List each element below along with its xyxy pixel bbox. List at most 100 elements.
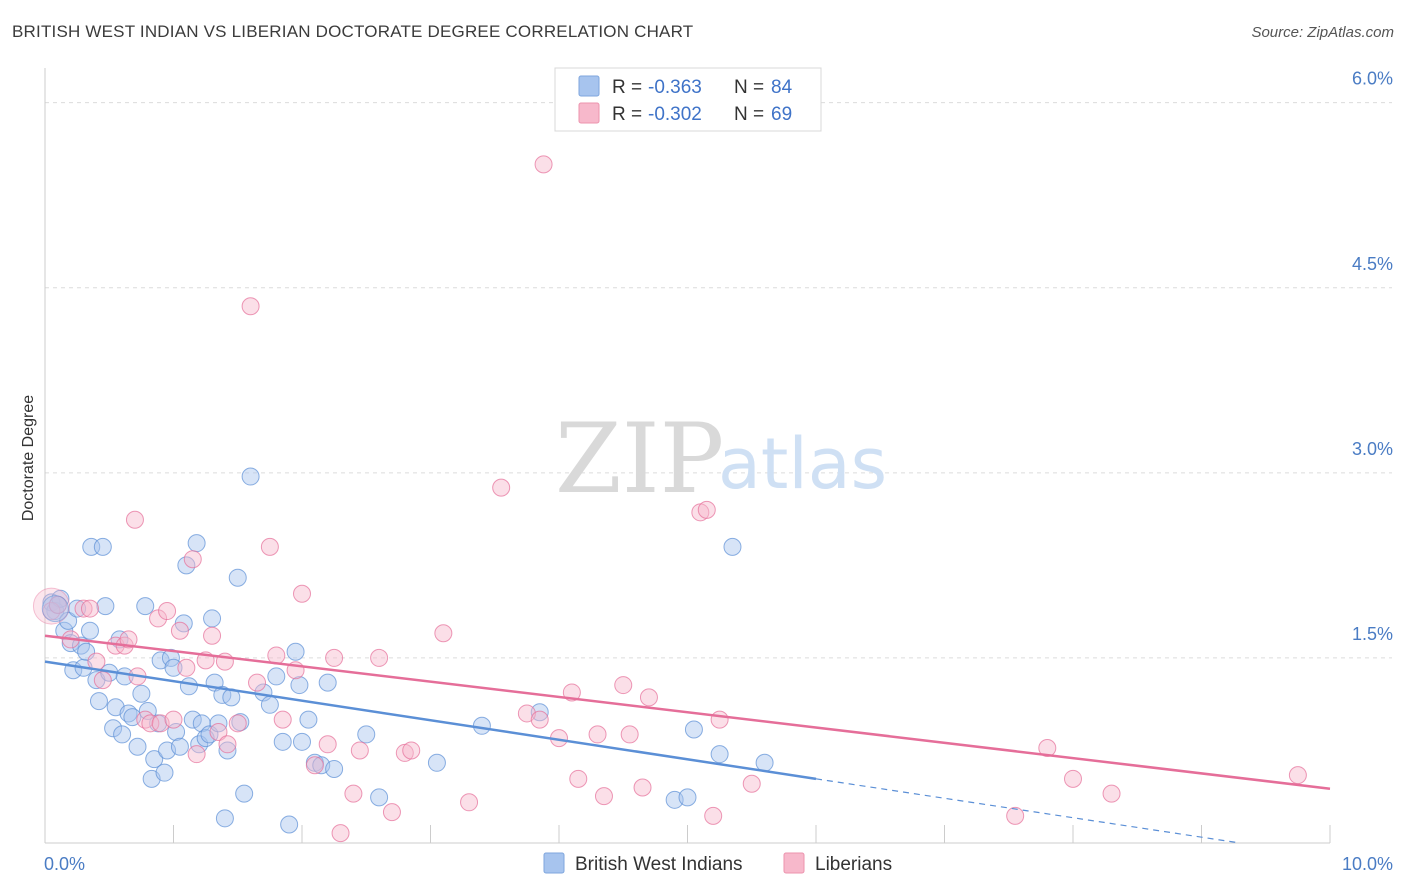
point-british-west-indians [80,621,99,640]
point-liberians [325,648,344,667]
point-british-west-indians [218,741,237,760]
point-british-west-indians-cluster [41,595,69,623]
point-british-west-indians [136,597,155,616]
point-liberians [164,710,183,729]
y-tick-label: 6.0% [1352,69,1393,89]
point-liberians [48,595,67,614]
point-liberians [569,769,588,788]
point-british-west-indians [93,537,112,556]
point-british-west-indians [260,695,279,714]
point-british-west-indians [290,676,309,695]
point-liberians [170,621,189,640]
bottom-legend-swatch-british-west-indians [543,852,565,874]
point-british-west-indians [215,809,234,828]
point-liberians [293,584,311,603]
point-british-west-indians [267,667,286,686]
axes [44,68,1331,844]
point-british-west-indians [132,684,151,703]
legend-r-label: R = [612,77,642,98]
point-liberians [209,722,228,741]
point-british-west-indians [145,750,164,769]
grid-lines [45,102,1392,659]
point-british-west-indians [678,788,697,807]
y-tick-label: 4.5% [1352,254,1393,274]
point-british-west-indians [427,753,446,772]
point-liberians [742,774,761,793]
point-british-west-indians [155,763,174,782]
point-british-west-indians [318,673,337,692]
point-british-west-indians [187,534,206,553]
point-british-west-indians [96,597,115,616]
point-british-west-indians [228,568,247,587]
point-liberians [588,725,607,744]
point-liberians [530,710,549,729]
point-british-west-indians [299,710,318,729]
point-liberians [158,602,177,621]
point-liberians [125,510,144,529]
point-british-west-indians [723,537,742,556]
point-british-west-indians [530,703,549,722]
bottom-legend-swatch-liberians [783,852,805,874]
point-liberians [187,745,206,764]
point-british-west-indians [183,710,202,729]
point-liberians [260,537,279,556]
point-british-west-indians [293,732,311,751]
point-liberians [273,710,292,729]
point-liberians [74,599,93,618]
watermark-atlas: atlas [718,423,887,505]
watermark: ZIP atlas [555,403,887,515]
point-liberians [248,673,267,692]
point-british-west-indians [273,732,292,751]
point-liberians [350,741,369,760]
point-british-west-indians [128,737,147,756]
point-british-west-indians [357,725,376,744]
point-liberians [203,626,222,645]
point-liberians [136,710,155,729]
legend-swatch-british-west-indians [578,75,600,97]
bottom-legend-label-liberians: Liberians [815,854,892,875]
trend-line-british-west-indians [44,660,817,781]
bottom-legend: British West Indians Liberians [543,852,892,875]
point-liberians [331,824,350,843]
point-british-west-indians [170,737,189,756]
y-axis-label: Doctorate Degree [20,395,37,521]
legend-r-value-liberians: -0.302 [648,104,702,125]
point-british-west-indians [179,677,198,696]
point-liberians [93,671,112,690]
point-liberians [382,803,401,822]
point-liberians [141,714,160,733]
point-british-west-indians [203,609,222,628]
legend-r-label: R = [612,104,642,125]
point-liberians [1006,806,1025,825]
point-british-west-indians [241,467,260,486]
point-british-west-indians [113,725,132,744]
chart-source: Source: ZipAtlas.com [1251,24,1394,41]
point-liberians [704,806,723,825]
point-liberians [1102,784,1121,803]
point-british-west-indians [164,658,183,677]
data-points [32,155,1307,843]
point-liberians [1064,769,1082,788]
point-liberians [149,609,168,628]
legend-n-value-liberians: 69 [771,104,792,125]
point-liberians [633,778,652,797]
x-tick-label: 0.0% [44,854,85,874]
point-british-west-indians [370,788,389,807]
legend-n-value-british-west-indians: 84 [771,77,793,98]
point-british-west-indians [755,753,774,772]
point-british-west-indians [286,642,305,661]
point-liberians [80,599,99,618]
point-liberians [344,784,363,803]
point-liberians [620,725,639,744]
point-liberians [370,648,389,667]
point-liberians [434,624,453,643]
point-liberians [614,676,633,695]
point-liberians [460,793,479,812]
point-liberians [177,658,196,677]
point-liberians [183,550,202,569]
point-british-west-indians [325,759,344,778]
point-liberians [305,756,324,775]
point-liberians [228,714,247,733]
legend-n-label: N = [734,104,764,125]
